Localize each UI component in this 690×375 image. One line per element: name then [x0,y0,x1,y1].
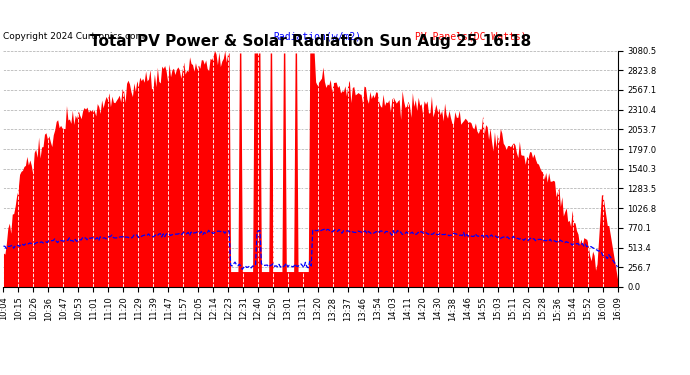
Title: Total PV Power & Solar Radiation Sun Aug 25 16:18: Total PV Power & Solar Radiation Sun Aug… [90,34,531,50]
Text: PV Panels(DC Watts): PV Panels(DC Watts) [415,31,526,41]
Text: Copyright 2024 Curtronics.com: Copyright 2024 Curtronics.com [3,32,145,41]
Text: Radiation(w/m2): Radiation(w/m2) [274,31,362,41]
